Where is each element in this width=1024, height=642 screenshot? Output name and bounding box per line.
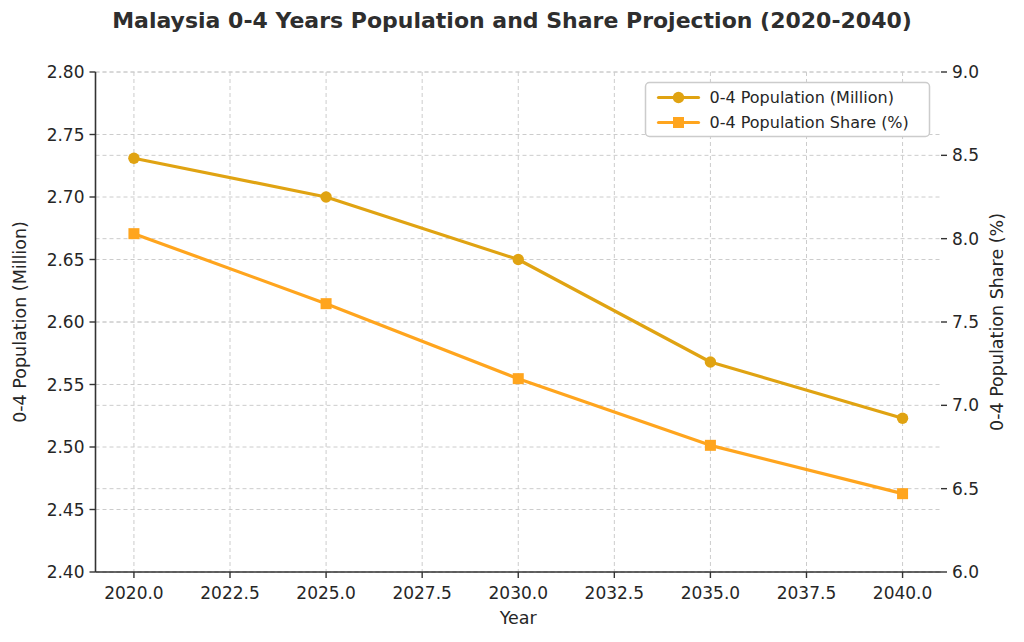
right-axis-label: 0-4 Population Share (%) (987, 213, 1007, 431)
right-tick-label: 6.5 (952, 479, 979, 499)
x-tick-label: 2020.0 (104, 583, 163, 603)
x-tick-label: 2040.0 (873, 583, 932, 603)
left-axis-label: 0-4 Population (Million) (10, 221, 30, 423)
legend-marker (673, 117, 684, 128)
series-marker-0-4-population-million (513, 254, 524, 265)
left-tick-label: 2.75 (47, 125, 85, 145)
left-tick-label: 2.40 (47, 562, 85, 582)
right-tick-label: 6.0 (952, 562, 979, 582)
left-tick-label: 2.80 (47, 62, 85, 82)
left-tick-label: 2.50 (47, 437, 85, 457)
right-tick-label: 7.5 (952, 312, 979, 332)
chart-canvas: 2020.0 2022.5 2025.0 2027.5 2030.0 2032.5 2035… (0, 0, 1024, 642)
x-tick-label: 2027.5 (392, 583, 451, 603)
right-tick-label: 8.5 (952, 145, 979, 165)
x-tick-label: 2030.0 (489, 583, 548, 603)
series-line-0-4-population-share (134, 234, 903, 494)
series-marker-0-4-population-million (320, 191, 331, 202)
series-marker-0-4-population-share (128, 228, 139, 239)
series-marker-0-4-population-million (897, 413, 908, 424)
left-tick-label: 2.45 (47, 500, 85, 520)
series-marker-0-4-population-share (897, 488, 908, 499)
series-marker-0-4-population-million (705, 356, 716, 367)
right-tick-label: 7.0 (952, 395, 979, 415)
x-axis-label: Year (499, 608, 538, 628)
legend-marker (673, 92, 684, 103)
series-marker-0-4-population-share (705, 440, 716, 451)
x-tick-label: 2032.5 (585, 583, 644, 603)
x-tick-label: 2022.5 (200, 583, 259, 603)
right-tick-label: 8.0 (952, 229, 979, 249)
x-tick-label: 2035.0 (681, 583, 740, 603)
chart-figure: Malaysia 0-4 Years Population and Share … (0, 0, 1024, 642)
left-tick-label: 2.55 (47, 375, 85, 395)
x-tick-label: 2037.5 (777, 583, 836, 603)
series-marker-0-4-population-million (128, 153, 139, 164)
legend-entry-label: 0-4 Population (Million) (710, 88, 894, 107)
left-tick-label: 2.65 (47, 250, 85, 270)
left-tick-label: 2.60 (47, 312, 85, 332)
series-marker-0-4-population-share (513, 373, 524, 384)
legend-entry-label: 0-4 Population Share (%) (710, 113, 909, 132)
right-tick-label: 9.0 (952, 62, 979, 82)
x-tick-label: 2025.0 (296, 583, 355, 603)
left-tick-label: 2.70 (47, 187, 85, 207)
series-marker-0-4-population-share (321, 298, 332, 309)
